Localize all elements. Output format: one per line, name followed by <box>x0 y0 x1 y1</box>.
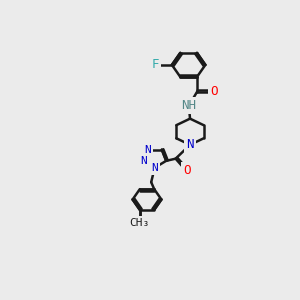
Text: N: N <box>140 156 147 166</box>
Text: CH₃: CH₃ <box>130 218 150 228</box>
Text: N: N <box>151 163 158 173</box>
Text: F: F <box>151 58 159 71</box>
Text: O: O <box>184 164 191 177</box>
Text: N: N <box>144 145 151 154</box>
Text: N: N <box>186 138 194 151</box>
Text: NH: NH <box>182 99 196 112</box>
Text: O: O <box>211 85 218 98</box>
